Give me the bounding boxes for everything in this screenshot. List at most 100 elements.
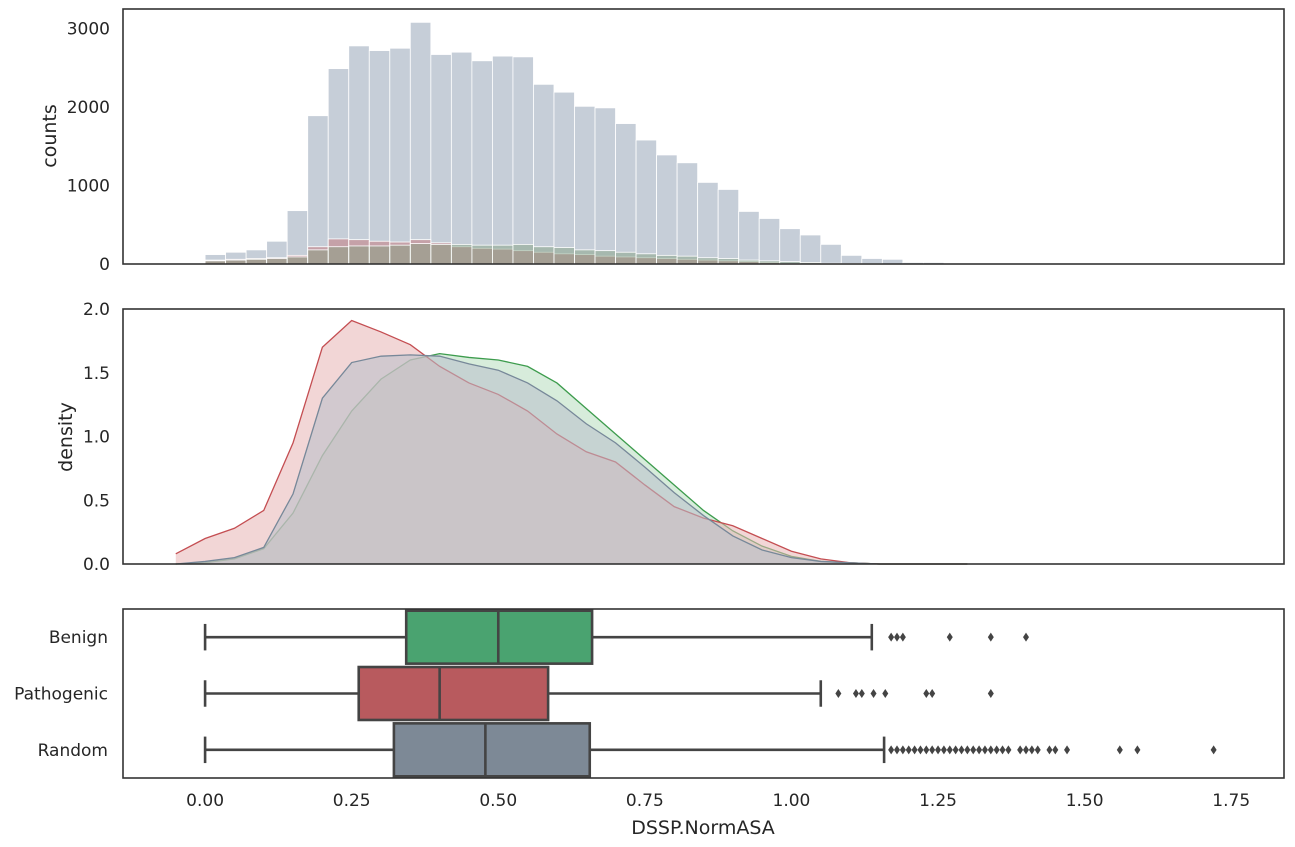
x-tick: 0.00 [186, 791, 224, 811]
histogram-bar [348, 45, 370, 265]
histogram-bar [758, 218, 781, 265]
outlier-point [1017, 745, 1024, 755]
x-tick: 0.25 [333, 791, 371, 811]
outlier-point [882, 689, 889, 698]
outlier-point [894, 632, 900, 642]
histogram-bar [861, 258, 883, 265]
histogram-bar [430, 243, 452, 265]
histogram-bar [430, 54, 452, 265]
histogram-y-tick: 3000 [67, 20, 110, 40]
x-tick: 0.75 [626, 791, 664, 811]
outlier-point [935, 745, 942, 755]
box-body [357, 665, 550, 722]
outlier-point [870, 689, 877, 698]
outlier-point [940, 745, 947, 755]
outlier-point [976, 745, 983, 755]
histogram-bar [553, 91, 575, 265]
outlier-point [905, 745, 912, 755]
histogram-bar [307, 249, 329, 265]
outlier-point [970, 745, 977, 755]
outlier-point [946, 632, 953, 642]
histogram-bar [368, 50, 391, 265]
histogram-bar [389, 244, 411, 265]
histogram-bar [840, 254, 863, 265]
density-fill-random [175, 354, 968, 564]
outlier-point [952, 745, 959, 755]
histogram-bar [594, 107, 616, 265]
histogram-bar [574, 249, 596, 265]
histogram-bar [635, 139, 657, 265]
outlier-point [981, 745, 988, 755]
outlier-point [1034, 745, 1041, 755]
outlier-point [1064, 745, 1071, 755]
outlier-point [987, 632, 994, 642]
outlier-point [1116, 745, 1123, 755]
density-frame [122, 308, 1285, 565]
histogram-bar [450, 243, 473, 265]
outlier-point [929, 745, 936, 755]
x-tick: 1.50 [1066, 791, 1104, 811]
outlier-point [929, 689, 936, 698]
outlier-point [858, 689, 865, 698]
histogram-bar [533, 246, 555, 265]
density-areas [175, 319, 968, 565]
category-label-pathogenic: Pathogenic [14, 685, 108, 705]
outlier-point [894, 745, 900, 755]
histogram-y-tick: 1000 [67, 177, 110, 197]
histogram-bar [471, 244, 493, 265]
histogram-bar [492, 55, 514, 265]
box-pathogenic [203, 665, 994, 722]
histogram-bar [450, 51, 473, 265]
histogram-bar [492, 244, 514, 265]
box-benign [203, 609, 1029, 665]
outlier-point [964, 745, 971, 755]
histogram-bar [389, 47, 411, 265]
histogram-bar [574, 105, 596, 265]
histogram-bar [717, 189, 740, 265]
density-line-random [175, 354, 968, 565]
boxplot-items [203, 609, 1217, 778]
outlier-point [958, 745, 965, 755]
histogram-bar [635, 253, 657, 265]
density-y-label: density [55, 402, 77, 472]
histogram-bar [779, 228, 801, 265]
density-panel: 0.0 0.5 1.0 1.5 2.0 density [55, 300, 1285, 575]
outlier-point [923, 689, 930, 698]
histogram-bar [368, 245, 391, 265]
outlier-point [999, 745, 1006, 755]
histogram-bar [266, 258, 288, 265]
boxplot-panel: Benign Pathogenic Random 0.00 0.25 0.50 0.75 1… [14, 608, 1285, 839]
histogram-bar [286, 256, 309, 265]
outlier-point [1134, 745, 1141, 755]
histogram-bar [676, 255, 699, 265]
outlier-point [1210, 745, 1217, 755]
outlier-point [1023, 632, 1029, 642]
histogram-bar [697, 181, 719, 265]
histogram-y-tick: 0 [99, 255, 110, 275]
outlier-point [899, 745, 906, 755]
histogram-bar [512, 243, 534, 265]
category-label-benign: Benign [49, 628, 108, 648]
box-random [203, 722, 1217, 778]
outlier-point [899, 632, 906, 642]
density-y-tick: 1.5 [83, 364, 110, 384]
boxplot-frame [122, 608, 1285, 779]
outlier-point [1023, 745, 1029, 755]
outlier-point [835, 689, 842, 698]
histogram-bar [348, 245, 370, 265]
density-y-tick: 0.5 [83, 491, 110, 511]
histogram-bar [799, 234, 822, 265]
outlier-point [993, 745, 1000, 755]
histogram-bar [717, 258, 740, 265]
x-axis-label: DSSP.NormASA [631, 817, 775, 839]
histogram-bar [656, 154, 678, 265]
histogram-bar [533, 83, 555, 265]
x-tick: 1.00 [773, 791, 811, 811]
outlier-point [911, 745, 918, 755]
histogram-bar [409, 243, 432, 265]
outlier-point [987, 745, 994, 755]
outlier-point [888, 632, 895, 642]
histogram-y-ticks: 0 1000 2000 3000 [67, 20, 110, 275]
histogram-y-label: counts [39, 104, 61, 168]
